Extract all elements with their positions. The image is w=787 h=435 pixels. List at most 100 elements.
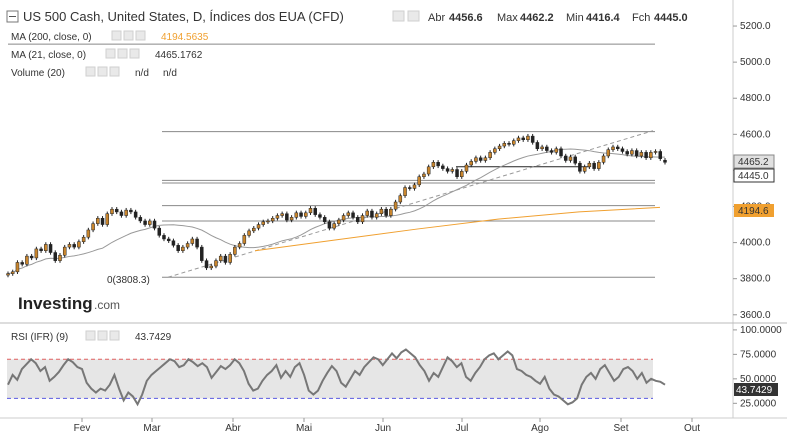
svg-text:4465.2: 4465.2 — [738, 157, 769, 168]
x-tick-label: Out — [684, 423, 700, 434]
candle — [493, 146, 497, 155]
candle — [398, 193, 403, 205]
candle-body — [559, 148, 563, 157]
candle-body — [450, 169, 455, 172]
candle-body — [204, 260, 209, 269]
candle-body — [346, 212, 351, 216]
y-tick-label: 4600.0 — [740, 129, 771, 140]
candle-body — [270, 217, 275, 222]
candle-body — [138, 217, 143, 222]
candle — [365, 208, 369, 218]
candle-body — [318, 214, 322, 218]
candle — [620, 146, 625, 154]
candle — [658, 149, 663, 161]
candle — [294, 210, 299, 220]
candle-body — [185, 243, 190, 248]
candle-body — [460, 171, 464, 177]
candle — [516, 135, 521, 143]
candle-body — [582, 166, 587, 172]
candle-body — [280, 213, 284, 216]
svg-text:4194.6: 4194.6 — [738, 206, 769, 217]
candle — [611, 144, 615, 152]
title-visibility-icon[interactable] — [407, 10, 420, 22]
ma21-settings-icon[interactable] — [105, 48, 140, 59]
candle — [545, 144, 549, 153]
candle-body — [81, 236, 86, 242]
ma200-settings-icon[interactable] — [111, 30, 146, 41]
candle-body — [403, 187, 407, 196]
rsi-value: 43.7429 — [135, 332, 172, 343]
candle-body — [171, 240, 176, 246]
trendline — [167, 130, 654, 278]
candle-body — [478, 157, 483, 161]
candle — [58, 253, 62, 263]
candle — [299, 210, 303, 219]
candle-body — [417, 176, 421, 186]
y-tick-label: 4000.0 — [740, 238, 771, 249]
candle — [318, 212, 322, 220]
candle — [389, 207, 393, 218]
candle — [374, 211, 379, 220]
candle-body — [10, 271, 15, 274]
candle — [204, 258, 209, 271]
candle-body — [568, 156, 573, 161]
candle — [625, 149, 629, 157]
rsi-settings-icon[interactable] — [85, 330, 120, 341]
candle — [86, 227, 91, 240]
candle-body — [143, 220, 147, 225]
x-tick-label: Abr — [225, 423, 241, 434]
candle-body — [308, 208, 313, 214]
candle-body — [649, 152, 653, 159]
candle-body — [445, 168, 450, 172]
candle-body — [247, 230, 251, 236]
candle-body — [289, 217, 294, 221]
ma200-price-badge: 4194.6 — [734, 204, 774, 217]
ohlc-open-label: Abr — [428, 12, 445, 24]
candle-body — [119, 211, 124, 216]
candle — [488, 150, 492, 160]
candle — [370, 208, 374, 220]
collapse-icon[interactable] — [6, 10, 19, 23]
candle-body — [252, 227, 256, 232]
title-settings-icon[interactable] — [392, 10, 405, 22]
candle — [634, 148, 639, 159]
rsi-value-badge: 43.7429 — [734, 383, 778, 396]
candle — [275, 213, 280, 221]
candle — [15, 260, 20, 274]
candle — [308, 206, 313, 215]
chart-title: US 500 Cash, United States, D, Índices d… — [23, 9, 344, 24]
candle-body — [237, 243, 242, 248]
candle-body — [58, 254, 62, 261]
rsi-neutral-band — [7, 359, 653, 399]
volume-settings-icon[interactable] — [85, 66, 120, 77]
ma200-line — [254, 206, 661, 252]
candle-body — [214, 260, 218, 267]
candle — [195, 236, 199, 250]
candle-body — [351, 212, 355, 218]
candle-body — [502, 143, 507, 147]
candle-body — [393, 201, 398, 210]
candle — [214, 258, 218, 269]
candle-body — [166, 238, 171, 242]
candle — [252, 225, 256, 234]
x-tick-label: Mar — [143, 423, 161, 434]
candle — [663, 158, 667, 165]
rsi-label: RSI (IFR) (9) — [11, 332, 68, 343]
candle-body — [341, 215, 346, 221]
candle — [280, 211, 284, 218]
volume-label: Volume (20) — [11, 68, 65, 79]
candle — [29, 253, 34, 261]
y-tick-label: 3600.0 — [740, 310, 771, 321]
x-tick-label: Mai — [296, 423, 312, 434]
candle-body — [620, 148, 625, 152]
candle-body — [195, 238, 199, 248]
volume-value-2: n/d — [163, 68, 177, 79]
candle — [464, 162, 469, 174]
candle-body — [6, 273, 10, 276]
rsi-line — [7, 348, 666, 407]
last-price-badge: 4465.2 — [733, 154, 775, 169]
candle — [530, 133, 535, 145]
candle — [81, 235, 86, 244]
candle — [606, 147, 611, 159]
